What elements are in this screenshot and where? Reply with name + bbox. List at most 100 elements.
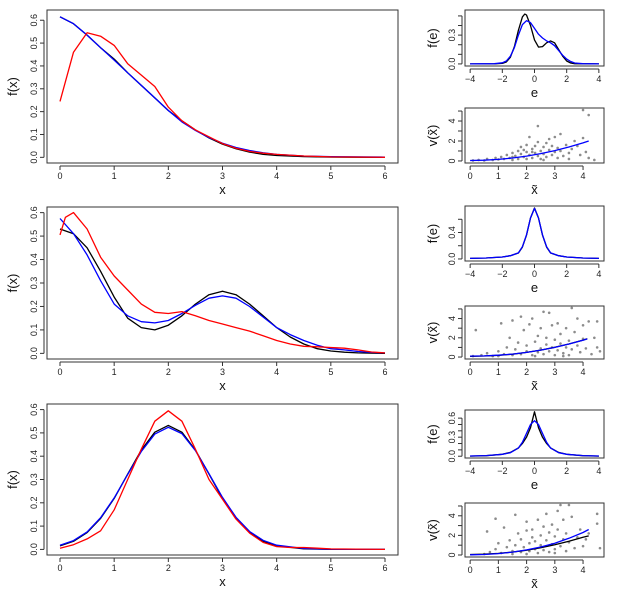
scatter-point [553,535,557,538]
y-tick-label: 0.5 [29,37,39,50]
scatter-point [539,157,543,161]
scatter-point [559,149,562,153]
scatter-point [595,512,599,516]
scatter-point [595,522,599,525]
y-tick-label: 0.3 [447,29,457,42]
scatter-point [576,536,579,539]
scatter-point [519,152,523,156]
scatter-point [539,326,543,330]
scatter-point [536,124,540,128]
series-line-1 [470,207,599,260]
y-axis: 0.0 0.3 f(e) [425,15,463,70]
scatter-point [514,543,517,547]
x-tick-label: 0 [57,367,62,377]
scatter-point [522,545,526,549]
scatter-point [564,143,568,147]
scatter-point [587,156,590,160]
scatter-points [471,108,596,162]
scatter-point [530,353,534,357]
x-tick-label: 4 [596,466,601,476]
y-axis-label: f(x) [5,77,20,96]
scatter-point [547,148,551,152]
scatter-point [497,541,500,545]
x-tick-label: 3 [220,367,225,377]
x-tick-label: 1 [112,171,117,181]
scatter-point [556,528,559,531]
plot-frame [464,107,605,164]
series-line-2 [470,20,599,65]
scatter-point [508,336,511,340]
scatter-point [525,552,528,556]
x-axis: 0 1 2 3 4 x̃ [468,361,586,393]
series-line-1 [59,16,386,158]
scatter-point [561,351,565,355]
x-tick-label: 2 [564,269,569,279]
series-line-2 [470,338,588,357]
scatter-point [530,156,534,160]
x-tick-label: 2 [564,466,569,476]
scatter-point [553,547,557,551]
x-axis: 0 1 2 3 4 x̃ [468,165,586,197]
scatter-point [536,154,540,158]
y-tick-label: 0.1 [29,128,39,141]
scatter-point [539,543,543,547]
y-tick-label: 0 [447,355,457,360]
series-line-1 [59,424,385,551]
scatter-point [561,518,565,522]
scatter-point [556,156,559,160]
y-axis-label: f(e) [425,424,440,444]
x-tick-label: 4 [581,367,586,377]
x-tick-label: 3 [552,367,557,377]
series-line-2 [59,16,386,158]
scatter-point [564,326,568,330]
x-tick-label: 4 [596,74,601,84]
x-tick-label: −2 [497,74,507,84]
series-line-1 [470,411,599,457]
scatter-point [545,141,548,145]
scatter-point [573,330,576,334]
scatter-point [567,157,571,161]
scatter-point [550,144,554,148]
series-line-1 [470,140,589,162]
y-tick-label: 0 [447,552,457,557]
x-tick-label: 1 [496,565,501,575]
scatter-point [536,350,540,354]
y-tick-label: 0.3 [29,83,39,96]
x-tick-label: 2 [524,171,529,181]
scatter-point [539,347,543,350]
y-tick-label: 0.4 [447,226,457,239]
y-axis: 0 2 4 v(x̃) [425,110,463,163]
series-line-2 [470,207,599,260]
x-tick-label: 1 [112,367,117,377]
x-axis: 0 1 2 3 4 5 6 x [57,557,388,589]
scatter-point [547,137,551,141]
scatter-point [547,531,551,534]
series-line-3 [59,410,386,551]
y-tick-label: 0.0 [29,151,39,164]
x-axis-label: e [531,280,538,295]
y-tick-label: 0.1 [29,520,39,533]
scatter-point [519,538,523,541]
x-tick-label: 4 [581,171,586,181]
x-tick-label: 5 [328,171,333,181]
scatter-point [494,517,497,521]
scatter-point [553,338,557,342]
x-tick-label: 2 [166,171,171,181]
x-tick-label: 6 [382,367,387,377]
scatter-point [494,547,497,551]
series-line-2 [59,426,386,551]
scatter-point [494,156,497,160]
scatter-point [539,149,543,153]
x-tick-label: 4 [274,171,279,181]
x-tick-label: 3 [220,171,225,181]
scatter-point [499,322,503,325]
scatter-point [502,526,506,529]
scatter-point [514,154,517,158]
x-tick-label: 2 [564,74,569,84]
scatter-point [581,544,585,548]
scatter-point [553,551,557,555]
plot-frame [464,9,605,67]
scatter-point [570,306,574,310]
scatter-point [547,550,551,554]
scatter-point [530,150,534,154]
